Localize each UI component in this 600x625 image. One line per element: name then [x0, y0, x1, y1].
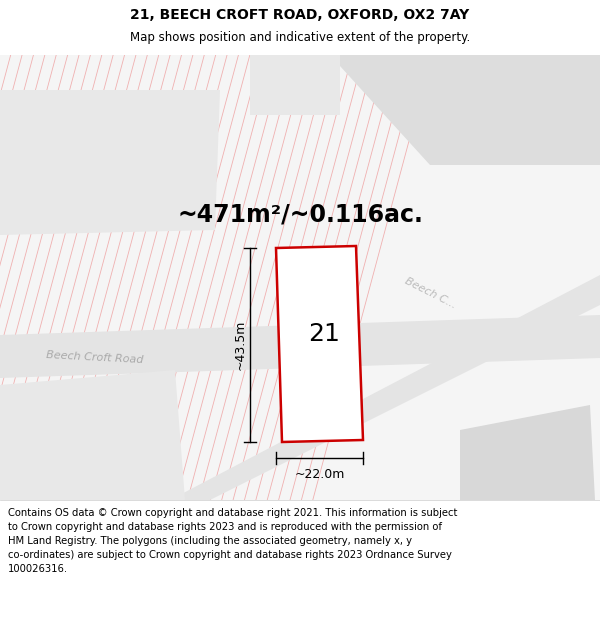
Text: Contains OS data © Crown copyright and database right 2021. This information is : Contains OS data © Crown copyright and d… [8, 508, 457, 518]
Polygon shape [65, 105, 115, 220]
Polygon shape [330, 55, 600, 165]
Text: 21: 21 [308, 322, 340, 346]
Text: 100026316.: 100026316. [8, 564, 68, 574]
Text: ~471m²/~0.116ac.: ~471m²/~0.116ac. [177, 203, 423, 227]
Polygon shape [170, 275, 600, 500]
Bar [0, 55, 600, 500]
Text: 21, BEECH CROFT ROAD, OXFORD, OX2 7AY: 21, BEECH CROFT ROAD, OXFORD, OX2 7AY [130, 8, 470, 22]
Polygon shape [250, 55, 340, 115]
Text: ~43.5m: ~43.5m [233, 320, 247, 370]
Bar [0, 500, 600, 625]
Text: Beech Croft Road: Beech Croft Road [46, 351, 144, 366]
Text: HM Land Registry. The polygons (including the associated geometry, namely x, y: HM Land Registry. The polygons (includin… [8, 536, 412, 546]
Text: Map shows position and indicative extent of the property.: Map shows position and indicative extent… [130, 31, 470, 44]
Polygon shape [276, 246, 363, 442]
Polygon shape [0, 315, 600, 378]
Bar [0, 55, 600, 500]
Text: co-ordinates) are subject to Crown copyright and database rights 2023 Ordnance S: co-ordinates) are subject to Crown copyr… [8, 550, 452, 560]
Polygon shape [0, 370, 185, 500]
Text: Beech C...: Beech C... [403, 276, 457, 310]
Polygon shape [460, 405, 595, 500]
Polygon shape [120, 105, 170, 220]
Bar [0, 0, 600, 55]
Polygon shape [0, 90, 220, 235]
Polygon shape [10, 105, 60, 220]
Text: to Crown copyright and database rights 2023 and is reproduced with the permissio: to Crown copyright and database rights 2… [8, 522, 442, 532]
Text: ~22.0m: ~22.0m [295, 468, 344, 481]
